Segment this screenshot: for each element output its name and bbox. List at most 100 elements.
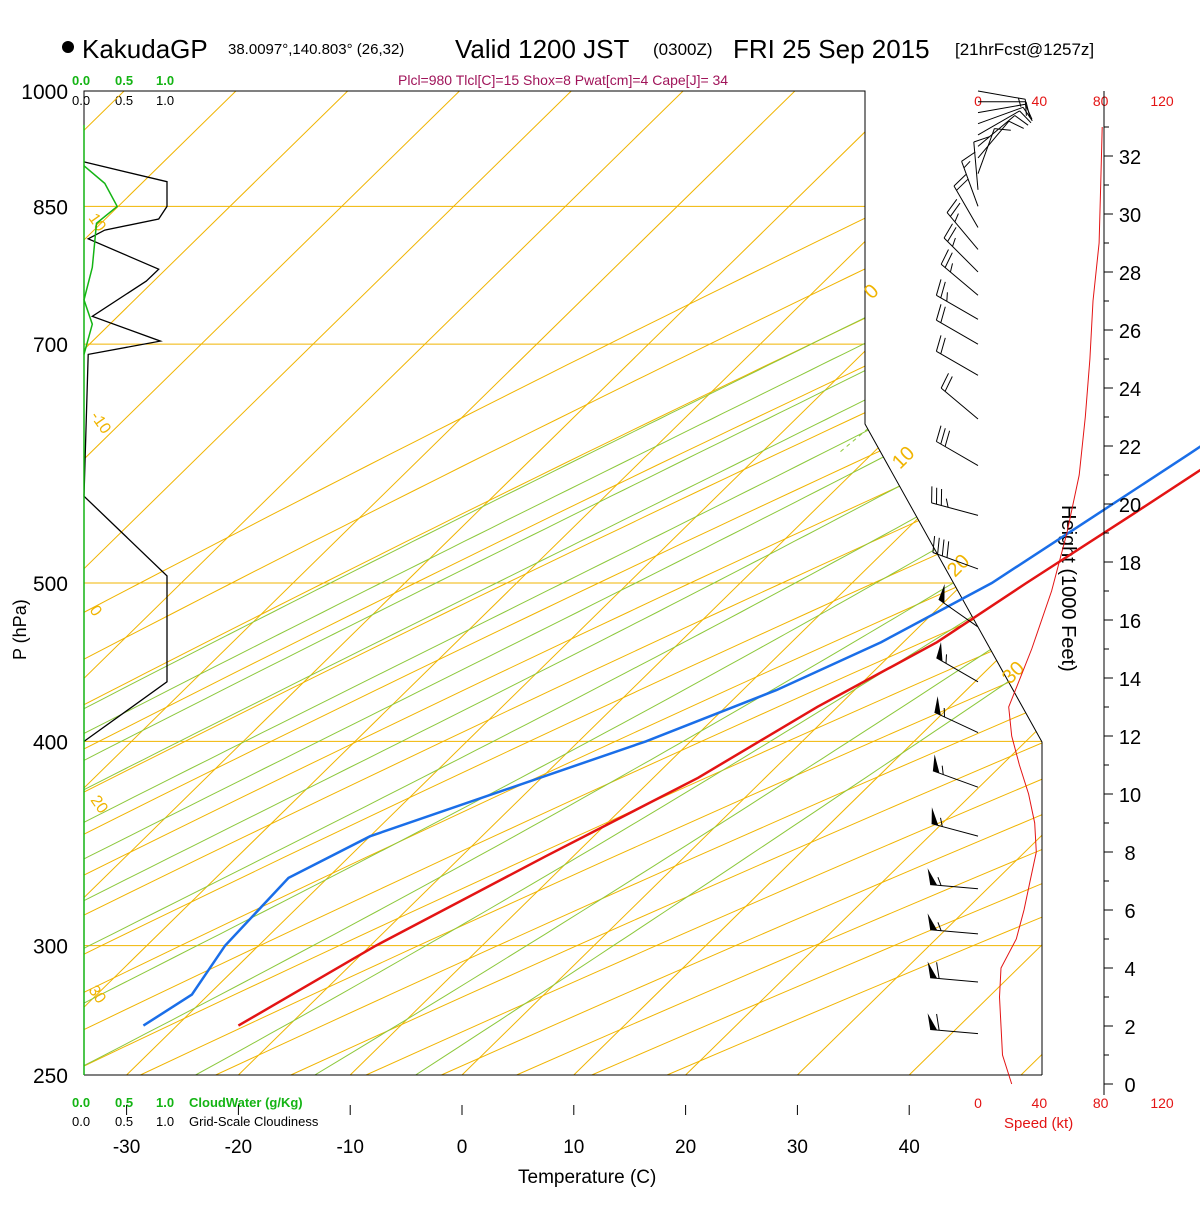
- pressure-tick-label: 300: [33, 936, 68, 959]
- forecast-info: [21hrFcst@1257z]: [955, 40, 1094, 59]
- station-name: KakudaGP: [82, 34, 208, 64]
- temperature-tick-label: 40: [899, 1137, 920, 1158]
- profile-layer: [84, 87, 1200, 1085]
- wind-barb-flag: [928, 868, 938, 885]
- height-tick-label: 24: [1119, 379, 1141, 401]
- pressure-tick-label: 700: [33, 334, 68, 357]
- wind-barb-feather: [953, 238, 956, 247]
- height-tick-label: 0: [1124, 1075, 1135, 1097]
- wind-barb-staff: [930, 885, 978, 889]
- dry-adiabat-line: [0, 56, 1200, 1104]
- speed-tick-label-top: 120: [1150, 93, 1174, 109]
- height-tick-label: 4: [1124, 959, 1135, 981]
- wind-barb: [936, 335, 978, 375]
- wind-barb-feather: [936, 279, 941, 295]
- wind-barb-feather: [946, 499, 948, 508]
- dry-adiabat-line: [0, 56, 1200, 1104]
- wind-barb-feather: [938, 538, 940, 554]
- wind-barb-feather: [941, 428, 946, 444]
- wind-barb: [936, 426, 978, 466]
- wind-barb-feather: [947, 292, 948, 301]
- wind-barb-staff: [930, 1030, 978, 1034]
- cloudwater-scale-10-bottom: 1.0: [156, 1095, 174, 1110]
- temperature-tick-label: 20: [675, 1137, 696, 1158]
- mixing-ratio-line: [1195, 91, 1200, 454]
- height-tick-label: 20: [1119, 495, 1141, 517]
- height-tick-label: 10: [1119, 785, 1141, 807]
- temperature-line: [238, 91, 1200, 1026]
- wind-barb-flag: [928, 962, 938, 979]
- wind-barb-staff: [935, 712, 979, 732]
- cloudwater-scale-05-top: 0.5: [115, 73, 133, 88]
- wind-barb-staff: [947, 213, 978, 250]
- dry-adiabat-line: [451, 56, 1200, 1104]
- mixing-ratio-line: [838, 91, 1200, 454]
- dry-adiabat-line: [525, 56, 1200, 1104]
- wind-barb: [928, 913, 978, 933]
- dry-adiabat-line: [0, 56, 1200, 1104]
- dry-adiabat-line: [0, 56, 1200, 1104]
- wind-barb-staff: [936, 351, 978, 375]
- wind-barb-staff: [978, 91, 1025, 99]
- dry-adiabat-label: -10: [87, 409, 114, 438]
- cloudiness-scale-05-bottom: 0.5: [115, 1114, 133, 1129]
- wind-barb-feather: [941, 307, 946, 323]
- height-tick-label: 2: [1124, 1017, 1135, 1039]
- wind-barb-feather: [950, 263, 952, 272]
- speed-tick-label-top: 80: [1093, 93, 1109, 109]
- cloudwater-scale-05-bottom: 0.5: [115, 1095, 133, 1110]
- speed-axis-title: Speed (kt): [1004, 1115, 1073, 1132]
- dry-adiabat-line: [0, 56, 1200, 1104]
- wind-barb-feather: [937, 1014, 940, 1030]
- wind-barb: [941, 250, 978, 296]
- isotherm-line: [1021, 91, 1200, 1075]
- pressure-tick-label: 850: [33, 196, 68, 219]
- wind-barb-feather: [946, 654, 947, 663]
- dry-adiabat-line: [0, 56, 1200, 1104]
- cloudwater-scale-00-top: 0.0: [72, 73, 90, 88]
- dry-adiabat-label: 20: [87, 793, 111, 817]
- mixing-ratio-line: [985, 91, 1200, 454]
- temperature-tick-label: 10: [563, 1137, 584, 1158]
- height-tick-label: 16: [1119, 611, 1141, 633]
- height-tick-label: 32: [1119, 147, 1141, 169]
- height-tick-label: 8: [1124, 843, 1135, 865]
- height-tick-label: 22: [1119, 437, 1141, 459]
- dry-adiabat-line: [0, 56, 1200, 1104]
- temperature-tick-label: -30: [113, 1137, 140, 1158]
- wind-barb: [978, 104, 1032, 119]
- valid-date: FRI 25 Sep 2015: [733, 34, 930, 64]
- height-tick-label: 14: [1119, 669, 1141, 691]
- wind-barb-feather: [938, 877, 941, 885]
- height-tick-label: 6: [1124, 901, 1135, 923]
- wind-barb-staff: [939, 599, 978, 627]
- wind-barb-staff: [930, 930, 978, 934]
- wind-barb-staff: [932, 503, 978, 515]
- cloudiness-legend: Grid-Scale Cloudiness: [189, 1114, 319, 1129]
- wind-barb-flag: [933, 754, 940, 773]
- height-tick-label: 30: [1119, 205, 1141, 227]
- speed-tick-label-top: 0: [974, 93, 982, 109]
- wind-barb-staff: [978, 129, 994, 174]
- wind-barb: [941, 373, 978, 419]
- cloudiness-scale-10-bottom: 1.0: [156, 1114, 174, 1129]
- moist-adiabat-line: [196, 56, 1200, 1075]
- temperature-tick-label: 0: [457, 1137, 468, 1158]
- temperature-tick-label: -10: [336, 1137, 363, 1158]
- pressure-axis-title: P (hPa): [10, 599, 30, 660]
- wind-barb-staff: [932, 824, 978, 836]
- cloudwater-legend: CloudWater (g/Kg): [189, 1095, 303, 1110]
- isotherm-line: [1133, 91, 1200, 1075]
- wind-barb-staff: [978, 107, 1023, 123]
- wind-barb-feather: [957, 179, 969, 191]
- wind-barb-staff: [962, 161, 978, 206]
- wind-barb: [944, 224, 978, 272]
- wind-barb-feather: [947, 541, 949, 557]
- wind-barb: [928, 1013, 978, 1033]
- moist-adiabat-line: [416, 56, 1200, 1075]
- thermo-grid: [0, 56, 1200, 1104]
- wind-barb: [936, 304, 978, 344]
- cloudiness-scale-05-top: 0.5: [115, 93, 133, 108]
